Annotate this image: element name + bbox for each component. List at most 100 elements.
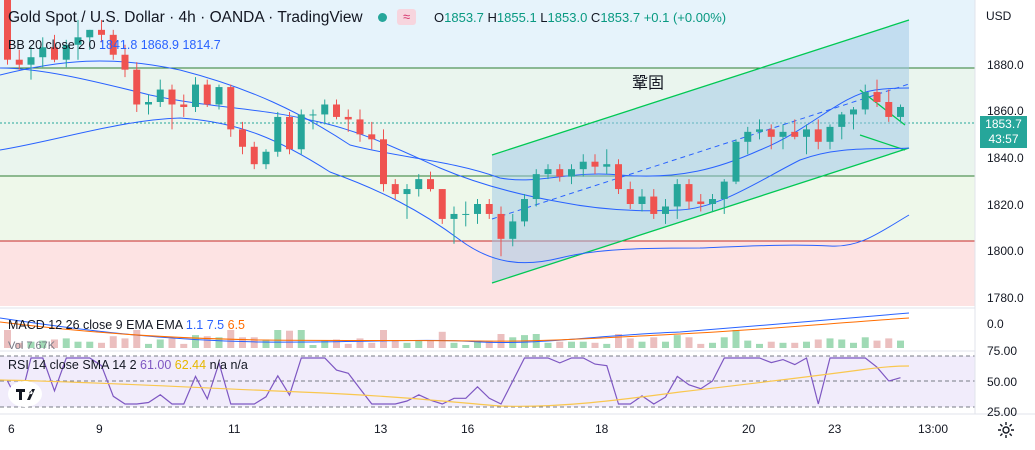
candle-body[interactable] [168, 89, 176, 105]
candle-body[interactable] [356, 119, 364, 135]
candle-body[interactable] [838, 114, 846, 127]
candle-body[interactable] [662, 206, 669, 214]
candle-body[interactable] [86, 29, 94, 38]
candle-body[interactable] [697, 201, 705, 204]
channel-upper[interactable] [491, 19, 910, 156]
candle-body[interactable] [826, 126, 834, 142]
candle-body[interactable] [532, 174, 540, 200]
candle-body[interactable] [74, 37, 82, 45]
currency-label[interactable]: USD [986, 9, 1012, 23]
candle-body[interactable] [98, 29, 105, 35]
candle-body[interactable] [873, 92, 881, 102]
candle-body[interactable] [850, 109, 857, 115]
candle-body[interactable] [591, 161, 599, 167]
candle-body[interactable] [156, 89, 164, 102]
histogram-bar [297, 330, 305, 348]
candle-body[interactable] [462, 213, 470, 215]
candle-body[interactable] [403, 189, 411, 195]
candle-body[interactable] [626, 189, 634, 204]
candle-body[interactable] [39, 47, 47, 58]
histogram-bar [744, 340, 752, 348]
candle-body[interactable] [685, 184, 693, 202]
candle-body[interactable] [861, 92, 869, 110]
candle-body[interactable] [368, 134, 376, 140]
candle-body[interactable] [380, 139, 387, 185]
candle-body[interactable] [51, 47, 58, 60]
candle-body[interactable] [133, 69, 141, 105]
last-price-value: 1853.7 [985, 117, 1022, 131]
candle-body[interactable] [427, 179, 434, 190]
candle-body[interactable] [767, 129, 775, 137]
candle-body[interactable] [744, 131, 752, 142]
candle-body[interactable] [203, 84, 211, 105]
candle-body[interactable] [756, 129, 763, 132]
candle-body[interactable] [215, 87, 223, 105]
candle-body[interactable] [732, 141, 740, 182]
candle-body[interactable] [262, 151, 270, 165]
delayed-data-icon[interactable]: ≈ [397, 9, 417, 25]
candle-body[interactable] [227, 87, 235, 130]
candle-body[interactable] [779, 131, 787, 137]
candle-body[interactable] [615, 164, 622, 190]
candle-body[interactable] [192, 84, 199, 107]
candle-body[interactable] [121, 54, 129, 70]
candle-body[interactable] [803, 129, 810, 137]
candle-body[interactable] [485, 204, 493, 214]
candle-body[interactable] [286, 116, 293, 150]
candle-body[interactable] [474, 204, 481, 214]
price-tick: 1780.0 [987, 291, 1024, 305]
candle-body[interactable] [415, 179, 423, 190]
candle-body[interactable] [450, 213, 458, 219]
candle-body[interactable] [297, 114, 305, 150]
candle-body[interactable] [814, 129, 822, 142]
candle-body[interactable] [344, 116, 352, 120]
candle-body[interactable] [673, 184, 681, 207]
candle-body[interactable] [15, 59, 23, 65]
candle-body[interactable] [239, 129, 246, 147]
volume-legend[interactable]: Vol 7.67K [8, 340, 56, 352]
macd-legend[interactable]: MACD 12 26 close 9 EMA EMA 1.1 7.5 6.5 [8, 318, 246, 332]
histogram-bar [826, 338, 834, 348]
candle-body[interactable] [638, 196, 646, 204]
candle-body[interactable] [274, 116, 282, 152]
status-badges[interactable]: ≈ [378, 9, 417, 25]
candle-body[interactable] [391, 184, 399, 195]
candle-body[interactable] [650, 196, 658, 214]
candle-body[interactable] [62, 44, 70, 60]
candle-body[interactable] [438, 189, 446, 219]
symbol-title[interactable]: Gold Spot / U.S. Dollar · 4h · OANDA · T… [8, 9, 363, 27]
rsi-legend[interactable]: RSI 14 close SMA 14 2 61.00 62.44 n/a n/… [8, 358, 248, 372]
time-tick: 16 [461, 422, 475, 436]
candle-body[interactable] [720, 181, 728, 200]
candle-body[interactable] [897, 106, 904, 117]
annotation-label[interactable]: 鞏固 [632, 75, 665, 92]
candle-body[interactable] [145, 102, 152, 105]
gear-icon[interactable] [996, 420, 1016, 440]
time-tick: 11 [228, 422, 241, 436]
candle-body[interactable] [309, 114, 317, 116]
candle-body[interactable] [321, 104, 329, 115]
candle-body[interactable] [521, 199, 528, 222]
time-tick: 13:00 [918, 422, 949, 436]
candle-body[interactable] [603, 164, 611, 167]
candle-body[interactable] [497, 213, 505, 239]
candle-body[interactable] [109, 34, 117, 55]
candle-body[interactable] [556, 169, 564, 177]
candle-body[interactable] [27, 57, 35, 65]
candle-body[interactable] [250, 146, 258, 165]
candle-body[interactable] [579, 161, 587, 170]
candle-body[interactable] [333, 104, 340, 117]
candle-body[interactable] [885, 102, 893, 117]
candle-body[interactable] [180, 104, 188, 107]
candle-body[interactable] [509, 221, 517, 239]
candle-body[interactable] [709, 199, 716, 204]
bb-legend[interactable]: BB 20 close 2 0 1841.8 1868.9 1814.7 [8, 38, 221, 52]
candle-body[interactable] [544, 169, 552, 175]
candle-body[interactable] [4, 0, 11, 60]
candle-body[interactable] [568, 169, 575, 177]
histogram-bar [626, 338, 634, 348]
channel-lower[interactable] [491, 147, 910, 284]
candle-body[interactable] [791, 131, 799, 137]
tradingview-logo-icon[interactable] [8, 381, 42, 407]
